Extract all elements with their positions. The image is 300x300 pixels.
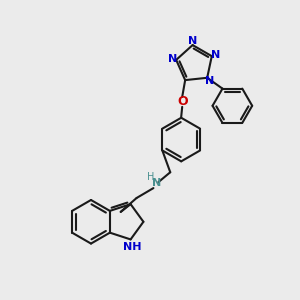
Text: N: N [205, 76, 214, 86]
Text: H: H [147, 172, 154, 182]
Text: N: N [168, 54, 177, 64]
Text: N: N [152, 178, 161, 188]
Text: N: N [211, 50, 220, 59]
Text: N: N [188, 36, 197, 46]
Text: NH: NH [123, 242, 141, 252]
Text: O: O [177, 95, 188, 108]
